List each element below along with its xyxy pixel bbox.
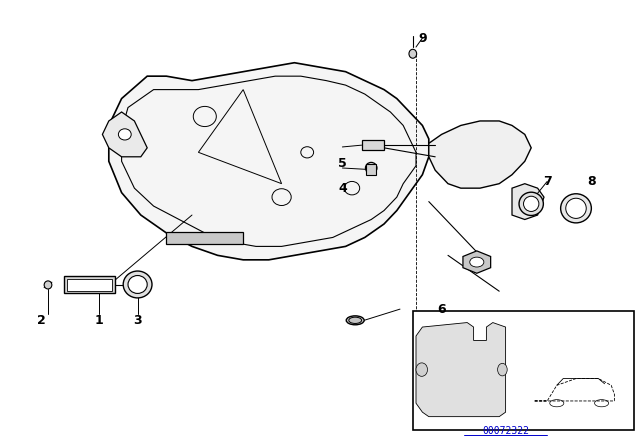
Text: 2: 2 [37,314,46,327]
Ellipse shape [566,198,586,219]
Ellipse shape [561,194,591,223]
Ellipse shape [416,363,428,376]
Polygon shape [512,184,544,220]
Ellipse shape [524,196,539,211]
Text: 5: 5 [338,157,347,170]
Ellipse shape [44,281,52,289]
Text: 3: 3 [133,314,142,327]
Ellipse shape [118,129,131,140]
Text: 8: 8 [588,175,596,188]
Ellipse shape [498,363,508,376]
Polygon shape [463,251,491,273]
Text: 7: 7 [543,175,552,188]
Text: 9: 9 [418,31,427,45]
Polygon shape [429,121,531,188]
Bar [366,164,376,175]
Ellipse shape [123,271,152,298]
Ellipse shape [128,276,147,293]
Ellipse shape [519,192,543,215]
Bar [413,311,634,430]
Text: 6: 6 [437,302,446,316]
Ellipse shape [346,316,364,325]
Bar [362,140,384,150]
Polygon shape [102,112,147,157]
Bar [166,232,243,244]
Bar [67,279,112,291]
Polygon shape [109,63,429,260]
Text: 4: 4 [338,181,347,195]
Text: 00072322: 00072322 [482,426,529,436]
Bar [64,276,115,293]
Polygon shape [416,323,506,417]
Ellipse shape [470,257,484,267]
Text: 1: 1 [95,314,104,327]
Ellipse shape [365,162,377,174]
Ellipse shape [409,49,417,58]
